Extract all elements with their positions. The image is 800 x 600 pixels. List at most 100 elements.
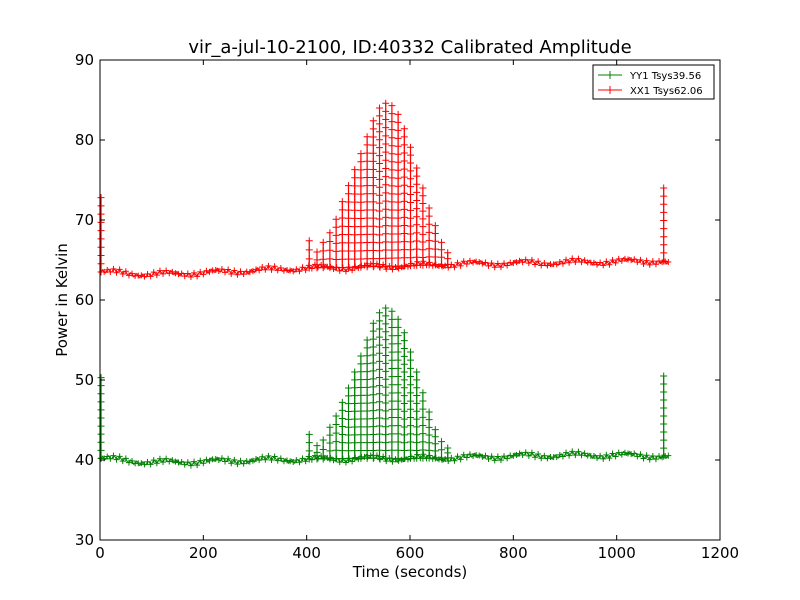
spike-marker <box>431 426 439 434</box>
series-marker <box>308 456 315 463</box>
series-marker <box>194 273 201 280</box>
series-marker <box>163 267 170 274</box>
spike-marker <box>369 214 377 222</box>
spike-marker <box>660 208 668 216</box>
series-marker <box>460 258 467 265</box>
series-marker <box>612 453 619 460</box>
series-marker <box>302 458 309 465</box>
series-marker <box>271 453 278 460</box>
spike-marker <box>363 182 371 190</box>
series-marker <box>141 273 148 280</box>
spike-marker <box>376 175 384 183</box>
spike-marker <box>388 340 396 348</box>
spike-marker <box>382 439 390 447</box>
spike-marker <box>413 237 421 245</box>
series-marker <box>535 258 542 265</box>
spike-marker <box>394 190 402 198</box>
x-tick-label: 400 <box>292 544 321 562</box>
spike-marker <box>425 212 433 220</box>
spike-marker <box>313 256 321 264</box>
series-marker <box>528 449 535 456</box>
series-marker <box>615 255 622 262</box>
series-marker <box>215 267 222 274</box>
series-marker <box>649 258 656 265</box>
spike-marker <box>97 454 105 462</box>
series-marker <box>482 259 489 266</box>
series-marker <box>628 257 635 264</box>
spike-marker <box>332 231 340 239</box>
spike-marker <box>376 255 384 263</box>
series-marker <box>603 258 610 265</box>
series-marker <box>138 460 145 467</box>
spike-marker <box>363 198 371 206</box>
spike-marker <box>400 157 408 165</box>
spike-marker <box>388 315 396 323</box>
spike-marker <box>407 222 415 230</box>
series-marker <box>296 459 303 466</box>
series-marker <box>271 263 278 270</box>
spike-marker <box>394 405 402 413</box>
spike-marker <box>425 439 433 447</box>
spike-marker <box>419 413 427 421</box>
spike-marker <box>400 125 408 133</box>
spike-marker <box>438 261 446 269</box>
spike-marker <box>394 126 402 134</box>
series-marker <box>479 453 486 460</box>
series-marker <box>516 450 523 457</box>
spike-marker <box>326 431 334 439</box>
spike-marker <box>382 407 390 415</box>
spike-marker <box>438 446 446 454</box>
spike-marker <box>357 454 365 462</box>
spike-marker <box>363 255 371 263</box>
spike-marker <box>413 180 421 188</box>
series-marker <box>194 462 201 469</box>
spike-marker <box>376 325 384 333</box>
spike-marker <box>382 107 390 115</box>
spike-marker <box>326 255 334 263</box>
spike-marker <box>338 398 346 406</box>
spike-marker <box>394 389 402 397</box>
legend-label: XX1 Tsys62.06 <box>630 86 703 97</box>
spike-marker <box>394 340 402 348</box>
series-marker <box>166 458 173 465</box>
series-marker <box>349 267 356 274</box>
x-tick-label: 600 <box>396 544 425 562</box>
spike-marker <box>313 264 321 272</box>
spike-marker <box>357 190 365 198</box>
spike-marker <box>388 446 396 454</box>
spike-marker <box>419 253 427 261</box>
series-marker <box>284 266 291 273</box>
series-marker <box>355 456 362 463</box>
series-marker <box>606 261 613 268</box>
series-marker <box>231 456 238 463</box>
spike-marker <box>326 246 334 254</box>
series-marker <box>451 264 458 271</box>
spike-marker <box>394 381 402 389</box>
series-marker <box>485 262 492 269</box>
spike-marker <box>382 140 390 148</box>
spike-marker <box>363 133 371 141</box>
spike-marker <box>369 327 377 335</box>
series-marker <box>445 264 452 271</box>
spike-marker <box>413 261 421 269</box>
series-marker <box>442 262 449 269</box>
spike-marker <box>413 446 421 454</box>
series-marker <box>153 460 160 467</box>
spike-marker <box>97 210 105 218</box>
spike-marker <box>363 454 371 462</box>
spike-marker <box>363 230 371 238</box>
spike-marker <box>369 359 377 367</box>
spike-marker <box>319 445 327 453</box>
series-marker <box>634 259 641 266</box>
spike-marker <box>357 360 365 368</box>
spike-marker <box>332 264 340 272</box>
spike-marker <box>400 368 408 376</box>
spike-marker <box>407 175 415 183</box>
spike-marker <box>407 167 415 175</box>
series-line <box>100 450 669 467</box>
spike-marker <box>363 157 371 165</box>
spike-marker <box>388 166 396 174</box>
series-marker <box>107 269 114 276</box>
series-marker <box>265 262 272 269</box>
spike-marker <box>660 200 668 208</box>
